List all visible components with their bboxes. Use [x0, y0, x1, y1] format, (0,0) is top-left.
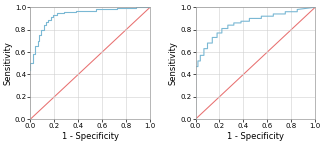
- Y-axis label: Sensitivity: Sensitivity: [168, 41, 177, 85]
- X-axis label: 1 - Specificity: 1 - Specificity: [62, 132, 119, 141]
- X-axis label: 1 - Specificity: 1 - Specificity: [227, 132, 284, 141]
- Y-axis label: Sensitivity: Sensitivity: [3, 41, 12, 85]
